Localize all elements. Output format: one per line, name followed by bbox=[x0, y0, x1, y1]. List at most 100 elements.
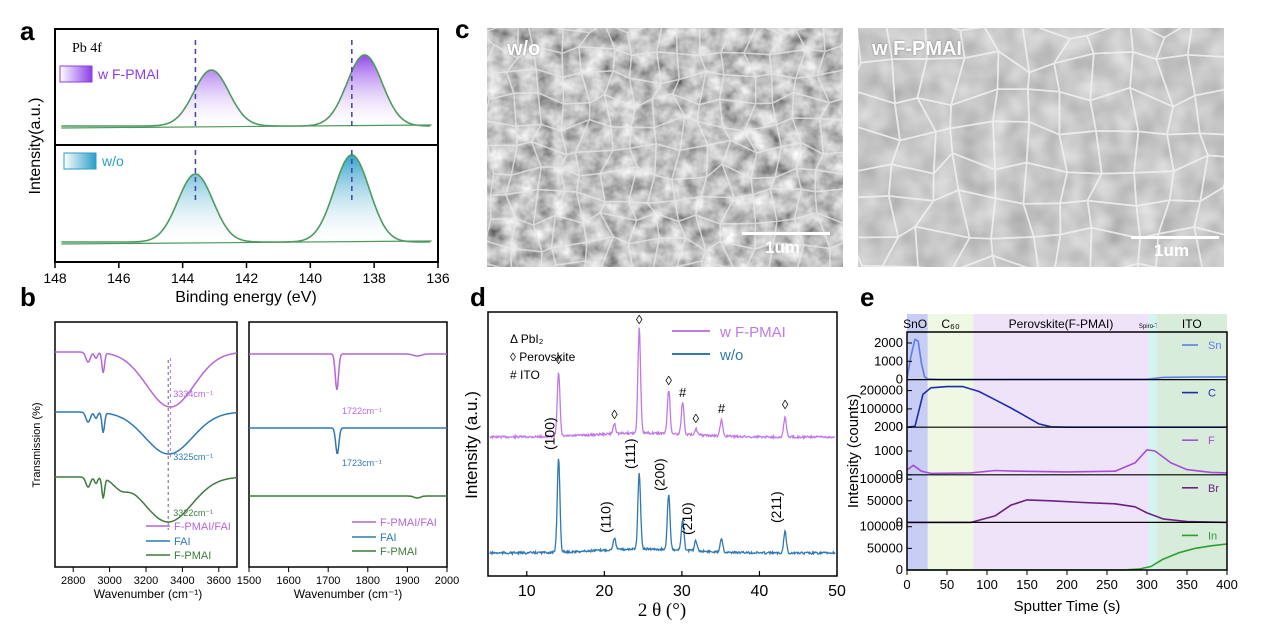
panel-e-ytick-0-2: 2000 bbox=[874, 335, 903, 350]
panel-d-ylabel: Intensity (a.u.) bbox=[462, 391, 481, 499]
panel-e-ytick-0-0: 0 bbox=[896, 372, 903, 387]
sem-grain-82 bbox=[1193, 225, 1224, 267]
sem-texture-w-fpmai bbox=[858, 28, 1224, 267]
panel-d-peak-marker-6: # bbox=[718, 401, 726, 416]
panel-e-ytick-3-0: 0 bbox=[896, 514, 903, 529]
sem-grain-163 bbox=[555, 260, 587, 267]
panel-e-ytick-4-1: 50000 bbox=[867, 540, 903, 555]
sem-grain-84 bbox=[861, 264, 884, 267]
panel-e-layer-1 bbox=[927, 314, 974, 570]
panel-d-legend-perovskite: ◊ Perovskite bbox=[510, 350, 576, 364]
panel-b-right-tick-1800: 1800 bbox=[356, 575, 380, 587]
panel-b-right-tick-2000: 2000 bbox=[435, 575, 459, 587]
panel-a-tick-label-144: 144 bbox=[171, 270, 195, 286]
sem-grain-158 bbox=[829, 242, 843, 267]
series-baseline-w-o bbox=[61, 240, 432, 245]
panel-b-left-xlabel: Wavenumber (cm⁻¹) bbox=[94, 587, 203, 601]
panel-e-xtick-250: 250 bbox=[1096, 577, 1118, 592]
panel-d-frame bbox=[487, 311, 838, 577]
panel-b-left-line-fai bbox=[55, 411, 237, 455]
legend-label-w-fpmai: w F-PMAI bbox=[97, 66, 159, 82]
panel-b-left-annotation-1: 3325cm⁻¹ bbox=[173, 452, 213, 462]
sem-scale-text-wo: 1um bbox=[765, 238, 800, 257]
sem-grain-77 bbox=[1032, 233, 1062, 267]
panel-b-right-frame bbox=[248, 321, 448, 568]
panel-e-xtick-200: 200 bbox=[1056, 577, 1078, 592]
panel-e-xtick-100: 100 bbox=[976, 577, 998, 592]
panel-d-hkl-label-0: (100) bbox=[542, 417, 558, 450]
panel-a-tick-label-146: 146 bbox=[107, 270, 131, 286]
panel-b-left-tick-2800: 2800 bbox=[61, 575, 85, 587]
sem-grain-88 bbox=[991, 254, 1028, 267]
panel-d-legend-label-w-fpmai: w F-PMAI bbox=[719, 324, 786, 341]
panel-e-legend-label-in: In bbox=[1208, 530, 1217, 542]
sem-scale-text-w-fpmai: 1um bbox=[1154, 241, 1189, 260]
sem-scale-bar-wo bbox=[742, 232, 830, 235]
panel-a-xlabel: Binding energy (eV) bbox=[175, 289, 316, 306]
panel-b-ylabel: Transmission (%) bbox=[31, 402, 43, 487]
panel-e-layer-label-1: C₆₀ bbox=[941, 317, 960, 331]
panel-a-tick-label-136: 136 bbox=[426, 270, 450, 286]
panel-e-ytick-3-1: 50000 bbox=[867, 493, 903, 508]
panel-b-left-legend-label-fai: FAI bbox=[174, 536, 191, 548]
panel-b-right-line-fai bbox=[249, 427, 447, 454]
panel-d-peak-marker-2: ◊ bbox=[636, 312, 643, 327]
panel-b-left-annotation-2: 3322cm⁻¹ bbox=[173, 508, 213, 518]
sem-grain-30 bbox=[816, 45, 843, 77]
sem-grain-157 bbox=[796, 244, 831, 267]
sem-grain-80 bbox=[1137, 232, 1160, 267]
sem-grain-46 bbox=[1198, 132, 1224, 158]
panel-b-right-xlabel: Wavenumber (cm⁻¹) bbox=[294, 587, 403, 601]
panel-b-right-tick-1500: 1500 bbox=[237, 575, 261, 587]
panel-b-right-legend-label-f-pmai: F-PMAI bbox=[380, 546, 417, 558]
panel-e-ytick-1-2: 200000 bbox=[860, 383, 903, 398]
panel-d-chart: ◊ ◊ ◊ ◊ # ◊ # ◊ (100) (110) (111) (200) (210) (211) 1… bbox=[462, 311, 846, 621]
panel-e-xtick-150: 150 bbox=[1016, 577, 1038, 592]
panel-e-ytick-2-2: 2000 bbox=[874, 419, 903, 434]
panel-d-tick-10: 10 bbox=[518, 583, 536, 600]
panel-b-right-tick-1900: 1900 bbox=[395, 575, 419, 587]
panel-letter-e: e bbox=[860, 282, 874, 312]
sem-grain-150 bbox=[627, 237, 661, 267]
panel-b-left-legend-label-f-pmai: F-PMAI bbox=[174, 550, 211, 562]
sem-grain-46 bbox=[816, 69, 843, 104]
panel-e-ylabel: Intensity (counts) bbox=[845, 394, 862, 508]
sem-grain-155 bbox=[745, 242, 775, 267]
series-line-w-o bbox=[61, 154, 430, 243]
panel-e-ytick-4-0: 0 bbox=[896, 562, 903, 577]
sem-grain-164 bbox=[584, 259, 603, 267]
panel-letter-b: b bbox=[20, 282, 36, 312]
sem-grain-73 bbox=[881, 225, 919, 267]
panel-b-right-legend-label-f-pmai-fai: F-PMAI/FAI bbox=[380, 517, 437, 529]
panel-b-right-legend-label-fai: FAI bbox=[380, 532, 397, 544]
panel-e-line-c bbox=[906, 385, 1227, 429]
panel-b-right-annotation-1: 1723cm⁻¹ bbox=[342, 458, 382, 468]
panel-d-peak-marker-3: ◊ bbox=[665, 373, 672, 388]
panel-e-layer-label-4: ITO bbox=[1182, 317, 1202, 331]
panel-a-title: Pb 4f bbox=[72, 41, 102, 56]
panel-b-right-annotation-0: 1722cm⁻¹ bbox=[342, 406, 382, 416]
panel-b-right-line-f-pmai-fai bbox=[249, 353, 447, 391]
sem-grain-78 bbox=[1054, 226, 1093, 267]
sem-grain-10 bbox=[1186, 28, 1224, 58]
sem-grain-81 bbox=[1155, 226, 1203, 267]
sem-grain-149 bbox=[600, 235, 634, 267]
panel-d-tick-20: 20 bbox=[595, 583, 613, 600]
panel-d-legend-label-wo: w/o bbox=[719, 347, 743, 364]
panel-b-right-tick-1700: 1700 bbox=[316, 575, 340, 587]
panel-d-line-w-o bbox=[489, 458, 836, 556]
panel-e-line-sn bbox=[906, 338, 1228, 381]
panel-a-tick-label-142: 142 bbox=[235, 270, 259, 286]
sem-label-w-fpmai: w F-PMAI bbox=[872, 38, 962, 60]
sem-grain-85 bbox=[881, 265, 919, 267]
sem-image-w-fpmai: w F-PMAI 1um bbox=[858, 28, 1224, 267]
panel-e-layer-0 bbox=[907, 314, 928, 570]
panel-e-legend-label-br: Br bbox=[1208, 483, 1219, 495]
panel-d-tick-40: 40 bbox=[751, 583, 769, 600]
sem-texture-wo bbox=[487, 28, 843, 267]
panel-b-left-tick-3400: 3400 bbox=[170, 575, 194, 587]
panel-d-peak-marker-5: ◊ bbox=[693, 411, 700, 426]
panel-e-chart: SnO₂ C₆₀ Perovskite(F-PMAI) Spiro-TTB ITO Sn… bbox=[845, 314, 1238, 615]
panel-letter-a: a bbox=[20, 16, 35, 46]
sem-grain-168 bbox=[676, 260, 704, 267]
